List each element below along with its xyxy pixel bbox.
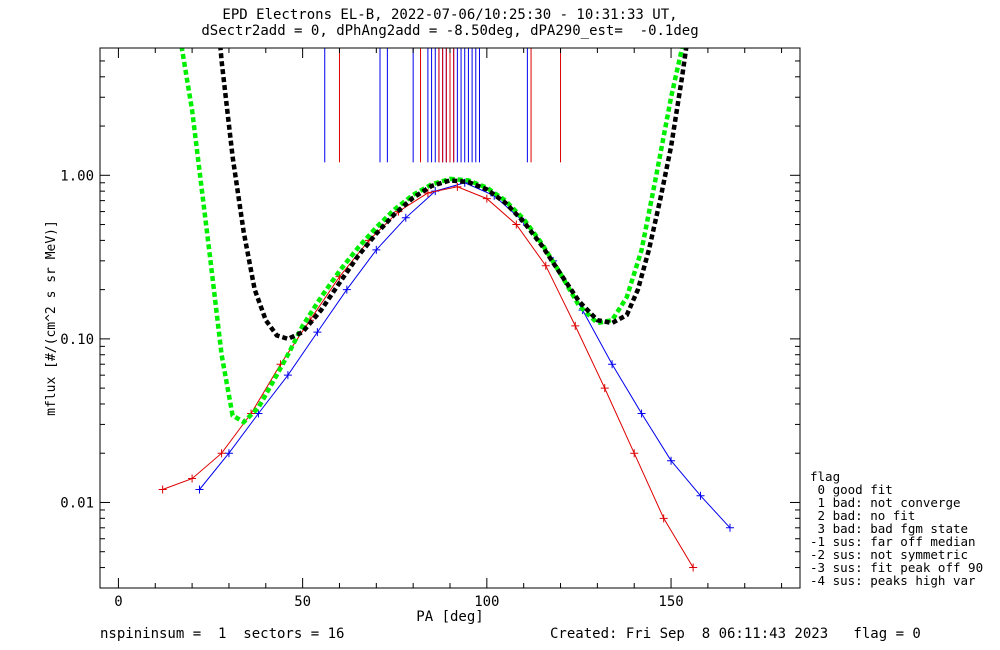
data-point-red bbox=[188, 474, 197, 483]
legend-entry-not-symmetric: -2 sus: not symmetric bbox=[810, 547, 969, 562]
axes-layer: 0 50 100 150 0.01 0.10 1.00 PA [deg] mflux [#/(c… bbox=[44, 47, 801, 625]
x-axis-label: PA [deg] bbox=[416, 609, 483, 625]
legend-entry-peak-off-90: -3 sus: fit peak off 90 bbox=[810, 560, 984, 575]
series-layer bbox=[158, 48, 734, 572]
data-point-red bbox=[158, 485, 167, 494]
flag-legend: flag 0 good fit 1 bad: not converge 2 ba… bbox=[810, 470, 983, 587]
x-tick-label: 0 bbox=[114, 594, 122, 610]
legend-entry-far-off-median: -1 sus: far off median bbox=[810, 534, 976, 549]
data-point-blue bbox=[254, 409, 263, 418]
footer-created-info: Created: Fri Sep 8 06:11:43 2023 flag = … bbox=[550, 626, 921, 642]
data-point-blue bbox=[637, 409, 646, 418]
data-point-blue bbox=[224, 449, 233, 458]
data-series-red-1 bbox=[162, 186, 694, 568]
data-point-blue bbox=[696, 491, 705, 500]
data-point-red bbox=[512, 220, 521, 229]
y-tick-label: 0.10 bbox=[60, 332, 94, 348]
footer-spin-info: nspininsum = 1 sectors = 16 bbox=[100, 626, 345, 642]
data-point-red bbox=[600, 384, 609, 393]
data-point-red bbox=[541, 261, 550, 270]
data-point-red bbox=[453, 182, 462, 191]
data-point-blue bbox=[313, 328, 322, 337]
y-tick-label: 1.00 bbox=[60, 168, 94, 184]
y-axis-label: mflux [#/(cm^2 s sr MeV)] bbox=[44, 220, 59, 416]
x-tick-label: 50 bbox=[294, 594, 311, 610]
data-point-blue bbox=[372, 245, 381, 254]
legend-entry-good-fit: 0 good fit bbox=[810, 482, 893, 497]
chart-title-line1: EPD Electrons EL-B, 2022-07-06/10:25:30 … bbox=[222, 7, 678, 23]
legend-title: flag bbox=[810, 469, 841, 484]
x-tick-label: 150 bbox=[658, 594, 683, 610]
data-point-red bbox=[659, 514, 668, 523]
legend-entry-bad-fgm: 3 bad: bad fgm state bbox=[810, 521, 969, 536]
data-point-red bbox=[630, 449, 639, 458]
fit-curve-green bbox=[179, 48, 685, 425]
data-point-red bbox=[571, 321, 580, 330]
data-point-red bbox=[689, 563, 698, 572]
data-point-blue bbox=[401, 213, 410, 222]
fit-curve-black bbox=[218, 48, 689, 342]
data-point-blue bbox=[667, 456, 676, 465]
data-point-blue bbox=[283, 371, 292, 380]
data-point-red bbox=[423, 188, 432, 197]
legend-entry-no-fit: 2 bad: no fit bbox=[810, 508, 916, 523]
data-point-red bbox=[217, 449, 226, 458]
legend-entry-not-converge: 1 bad: not converge bbox=[810, 495, 961, 510]
chart-title-line2: dSectr2add = 0, dPhAng2add = -8.50deg, d… bbox=[201, 23, 699, 39]
data-point-blue bbox=[608, 360, 617, 369]
data-point-blue bbox=[342, 285, 351, 294]
legend-entry-peaks-high-var: -4 sus: peaks high var bbox=[810, 573, 976, 588]
data-point-blue bbox=[195, 485, 204, 494]
data-point-red bbox=[482, 194, 491, 203]
data-point-blue bbox=[726, 523, 734, 532]
y-tick-label: 0.01 bbox=[60, 495, 94, 511]
x-tick-label: 100 bbox=[474, 594, 499, 610]
